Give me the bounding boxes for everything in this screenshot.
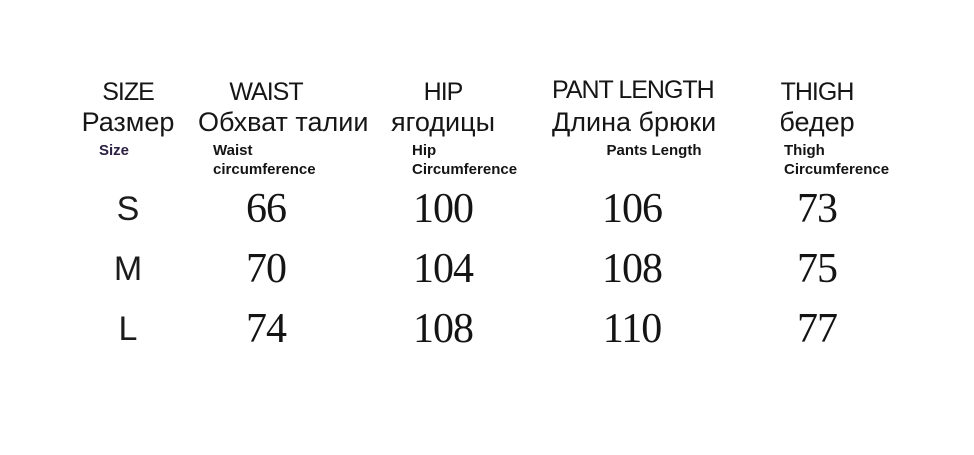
cell-pant-length: 108 [602,246,663,292]
cell-size: S [116,189,140,228]
table-row-s: S 66 100 106 73 [58,179,922,239]
column-subtitle-wrap: Size [58,141,198,160]
cell-size: M [113,249,143,288]
column-title-ru: ягодицы [390,107,495,137]
size-chart-table: SIZE Размер Size WAIST Обхват талии Wais… [58,76,922,359]
column-subtitle-wrap: Waist circumference [198,141,334,179]
column-title-ru: Длина брюки [552,107,717,137]
cell-hip: 100 [413,186,474,232]
cell-size: L [118,309,138,348]
table-row-m: M 70 104 108 75 [58,239,922,299]
cell-thigh: 77 [797,306,838,352]
column-title-en: PANT LENGTH [552,76,715,104]
column-header-pant-length: PANT LENGTH Длина брюки Pants Length [552,76,717,179]
cell-hip: 108 [413,306,474,352]
column-subtitle-en: Hip Circumference [412,142,518,178]
table-header-row: SIZE Размер Size WAIST Обхват талии Wais… [58,76,922,179]
column-header-waist: WAIST Обхват талии Waist circumference [198,78,369,179]
column-header-hip: HIP ягодицы Hip Circumference [334,78,552,179]
column-subtitle-en: Thigh Circumference [784,142,890,178]
column-title-ru: Обхват талии [198,107,369,137]
column-subtitle-wrap: Thigh Circumference [712,141,922,179]
cell-waist: 66 [246,186,287,232]
column-title-ru: Размер [81,107,175,137]
cell-thigh: 73 [797,186,838,232]
column-title-ru: бедер [779,107,855,137]
column-header-thigh: THIGH бедер Thigh Circumference [712,78,922,179]
cell-pant-length: 106 [602,186,663,232]
column-subtitle-en: Waist circumference [213,142,316,178]
column-subtitle-wrap: Pants Length [552,141,712,160]
column-title-en: WAIST [229,78,303,106]
column-header-size: SIZE Размер Size [58,78,198,179]
column-subtitle-wrap: Hip Circumference [334,141,552,179]
table-row-l: L 74 108 110 77 [58,299,922,359]
cell-hip: 104 [413,246,474,292]
cell-waist: 74 [246,306,287,352]
column-title-en: HIP [423,78,464,106]
cell-waist: 70 [246,246,287,292]
cell-pant-length: 110 [602,306,662,352]
column-subtitle-en: Pants Length [606,142,702,159]
column-title-en: SIZE [102,78,155,106]
column-title-en: THIGH [780,78,855,106]
cell-thigh: 75 [797,246,838,292]
column-subtitle-en: Size [98,142,129,159]
